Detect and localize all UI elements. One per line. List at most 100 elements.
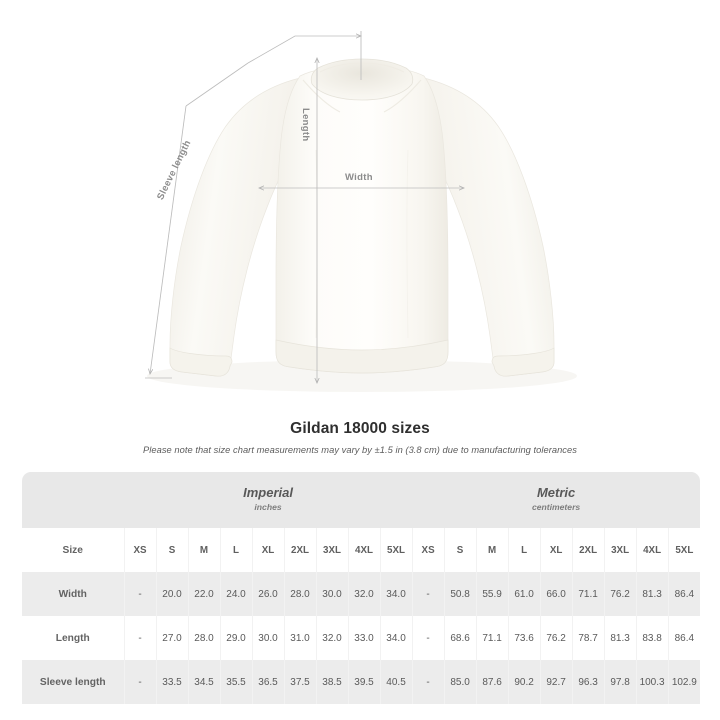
measurement-cell: 30.0 xyxy=(315,572,348,616)
right-shoulder-seam xyxy=(383,79,422,113)
measurement-cell: 55.9 xyxy=(475,572,509,616)
collar-inner-edge xyxy=(319,62,405,73)
measurement-cell: 97.8 xyxy=(603,660,637,704)
measurement-row-label: Length xyxy=(22,616,124,660)
size-column-header: 4XL xyxy=(347,528,380,572)
measurement-cell: - xyxy=(123,572,156,616)
size-column-header: 3XL xyxy=(603,528,637,572)
measurement-cell: - xyxy=(411,616,445,660)
fabric-fold xyxy=(406,149,409,339)
measurement-cell: 37.5 xyxy=(283,660,316,704)
group-header-metric: Metric centimeters xyxy=(412,472,701,528)
table-body: Size XS S M L XL 2XL 3XL 4XL 5XL XS S M L XL 2XL 3XL 4XL 5… xyxy=(22,528,701,704)
size-column-header: S xyxy=(443,528,477,572)
measurement-cell: 28.0 xyxy=(187,616,220,660)
size-header-row: Size XS S M L XL 2XL 3XL 4XL 5XL XS S M L XL 2XL 3XL 4XL 5… xyxy=(22,528,701,572)
measurement-cell: 85.0 xyxy=(443,660,477,704)
measurement-cell: 76.2 xyxy=(603,572,637,616)
tolerance-note: Please note that size chart measurements… xyxy=(143,445,577,455)
size-column-header: XL xyxy=(251,528,284,572)
measurement-cell: 96.3 xyxy=(571,660,605,704)
measurement-cell: 38.5 xyxy=(315,660,348,704)
sweatshirt-diagram xyxy=(145,31,577,392)
measurement-cell: 86.4 xyxy=(667,616,701,660)
measurement-cell: 81.3 xyxy=(603,616,637,660)
measurement-cell: 78.7 xyxy=(571,616,605,660)
left-shoulder-seam xyxy=(302,79,341,113)
size-column-header: 3XL xyxy=(315,528,348,572)
measurement-cell: 24.0 xyxy=(219,572,252,616)
measurement-cell: 100.3 xyxy=(635,660,669,704)
size-chart-table-wrapper: Imperial inches Metric centimeters Size X… xyxy=(22,472,701,704)
measurement-cell: 34.5 xyxy=(187,660,220,704)
table-row: Length -27.0 28.0 29.0 30.0 31.0 32.0 33.0 34.0-… xyxy=(22,616,701,660)
measurement-cell: 31.0 xyxy=(283,616,316,660)
metric-group-unit: centimeters xyxy=(531,502,581,513)
measurement-cell: 29.0 xyxy=(219,616,252,660)
measurement-cell: 92.7 xyxy=(539,660,573,704)
unit-group-header-row: Imperial inches Metric centimeters xyxy=(22,472,701,528)
table-head: Imperial inches Metric centimeters xyxy=(22,472,701,528)
measurement-cell: 71.1 xyxy=(475,616,509,660)
left-cuff xyxy=(169,347,233,377)
measurement-cell: 33.0 xyxy=(347,616,380,660)
measurement-cell: 50.8 xyxy=(443,572,477,616)
sleeve-length-measure-arrow xyxy=(145,62,249,379)
measurement-cell: 81.3 xyxy=(635,572,669,616)
size-column-header: 4XL xyxy=(635,528,669,572)
measurement-cell: 34.0 xyxy=(379,572,413,616)
size-column-header: 2XL xyxy=(571,528,605,572)
measurement-cell: 102.9 xyxy=(667,660,701,704)
measurement-cell: 33.5 xyxy=(155,660,188,704)
size-column-header: 5XL xyxy=(667,528,701,572)
measurement-cell: - xyxy=(123,660,156,704)
measurement-cell: - xyxy=(123,616,156,660)
size-column-header: XL xyxy=(539,528,573,572)
measurement-cell: 66.0 xyxy=(539,572,573,616)
garment-illustration: Length Width Sleeve length xyxy=(145,31,577,392)
size-column-header: M xyxy=(187,528,220,572)
table-row: Width -20.0 22.0 24.0 26.0 28.0 30.0 32.0 34.0-5… xyxy=(22,572,701,616)
measurement-cell: - xyxy=(411,660,445,704)
size-column-header: XS xyxy=(411,528,445,572)
measurement-row-label: Sleeve length xyxy=(22,660,124,704)
table-row: Sleeve length -33.5 34.5 35.5 36.5 37.5 38.5 39… xyxy=(22,660,701,704)
size-column-header: L xyxy=(507,528,541,572)
measurement-cell: - xyxy=(411,572,445,616)
imperial-group-unit: inches xyxy=(254,502,282,513)
measurement-cell: 71.1 xyxy=(571,572,605,616)
measurement-cell: 61.0 xyxy=(507,572,541,616)
measurement-cell: 26.0 xyxy=(251,572,284,616)
measurement-cell: 32.0 xyxy=(315,616,348,660)
length-annotation-label: Length xyxy=(300,108,311,142)
measurement-cell: 40.5 xyxy=(379,660,413,704)
measurement-cell: 83.8 xyxy=(635,616,669,660)
measurement-cell: 28.0 xyxy=(283,572,316,616)
measurement-cell: 36.5 xyxy=(251,660,284,704)
measurement-cell: 27.0 xyxy=(155,616,188,660)
measurement-cell: 30.0 xyxy=(251,616,284,660)
size-column-header: XS xyxy=(123,528,156,572)
size-column-header: 2XL xyxy=(283,528,316,572)
size-row-label: Size xyxy=(22,528,124,572)
metric-group-name: Metric xyxy=(536,485,576,501)
shoulder-measure-arrow xyxy=(247,31,361,80)
width-annotation-label: Width xyxy=(345,172,373,183)
measurement-cell: 86.4 xyxy=(667,572,701,616)
size-column-header: L xyxy=(219,528,252,572)
title-block: Gildan 18000 sizes Please note that size… xyxy=(0,420,720,455)
size-column-header: 5XL xyxy=(379,528,413,572)
measurement-row-label: Width xyxy=(22,572,124,616)
measurement-cell: 76.2 xyxy=(539,616,573,660)
collar xyxy=(310,58,414,101)
measurement-cell: 35.5 xyxy=(219,660,252,704)
group-header-blank xyxy=(22,472,124,528)
page-title: Gildan 18000 sizes xyxy=(290,420,430,437)
measurement-cell: 73.6 xyxy=(507,616,541,660)
size-chart-table: Imperial inches Metric centimeters Size X… xyxy=(22,472,701,704)
measurement-cell: 22.0 xyxy=(187,572,220,616)
right-cuff xyxy=(491,347,555,377)
measurement-cell: 32.0 xyxy=(347,572,380,616)
measurement-cell: 90.2 xyxy=(507,660,541,704)
measurement-cell: 20.0 xyxy=(155,572,188,616)
